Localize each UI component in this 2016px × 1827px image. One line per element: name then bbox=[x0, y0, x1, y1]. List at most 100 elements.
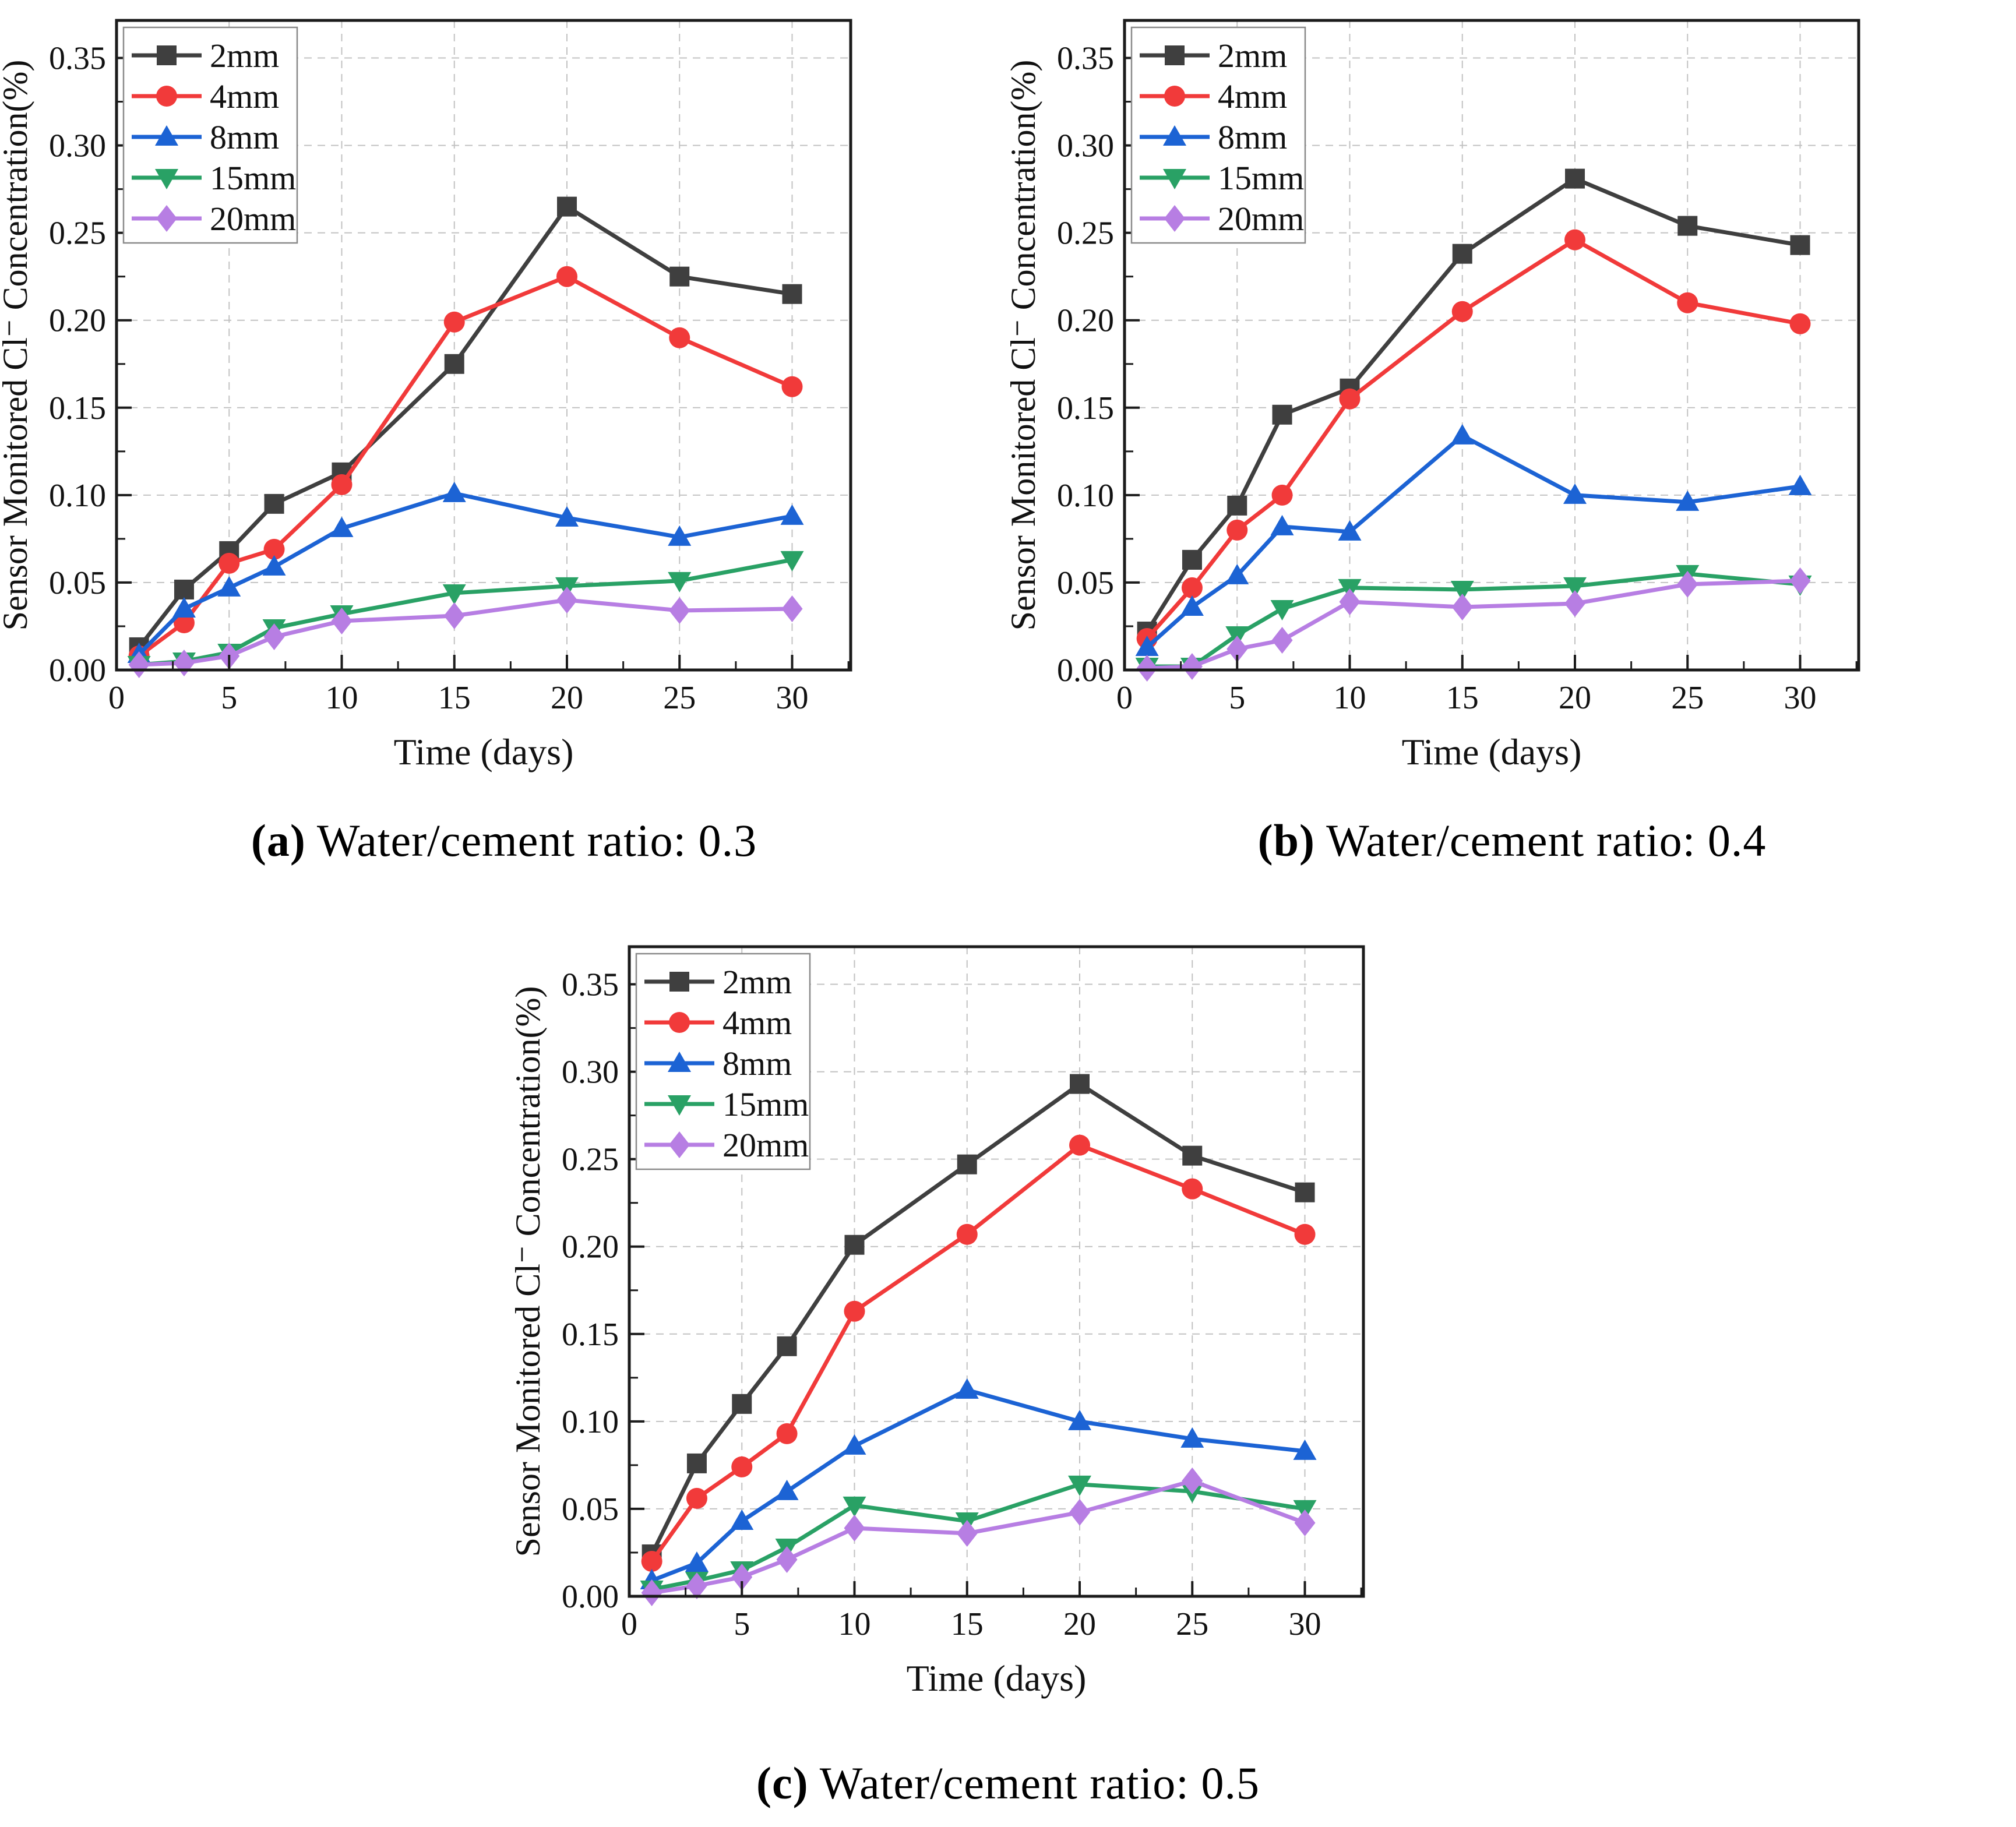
x-axis-label: Time (days) bbox=[1402, 731, 1582, 773]
series-8mm-line bbox=[137, 491, 795, 657]
series-20mm-marker bbox=[1069, 1498, 1091, 1526]
series-8mm-marker bbox=[1068, 1409, 1092, 1430]
legend-marker-square bbox=[1165, 45, 1185, 65]
legend-item-20mm: 20mm bbox=[644, 1126, 809, 1164]
series-8mm-marker bbox=[1225, 563, 1249, 584]
series-8mm-line bbox=[1145, 433, 1803, 650]
series-4mm-marker bbox=[218, 552, 240, 574]
series-20mm-marker bbox=[263, 623, 285, 650]
chart-c-line-plot: 0 5 10 15 20 25 30 0.00 0.05 0.10 0.15 0.20 0.25 0.30… bbox=[509, 945, 1365, 1699]
legend-marker-square bbox=[157, 45, 177, 65]
series-4mm-marker bbox=[1271, 484, 1293, 506]
series-2mm-marker bbox=[557, 196, 577, 217]
legend-item-15mm: 15mm bbox=[132, 159, 296, 197]
series-20mm-marker bbox=[443, 602, 465, 629]
x-tick-label: 15 bbox=[951, 1606, 984, 1642]
series-2mm-marker bbox=[957, 1154, 977, 1174]
x-tick-label: 5 bbox=[1229, 680, 1245, 716]
series-2mm-marker bbox=[686, 1453, 707, 1473]
series-2mm-marker bbox=[669, 266, 690, 287]
legend-label: 2mm bbox=[1218, 37, 1287, 75]
series-20mm-marker bbox=[1451, 593, 1473, 620]
y-tick-label: 0.30 bbox=[49, 128, 106, 164]
axis-ticks bbox=[1123, 57, 1858, 671]
series-8mm-marker bbox=[442, 481, 466, 502]
series-20mm-marker bbox=[1226, 635, 1248, 662]
legend-item-15mm: 15mm bbox=[644, 1085, 809, 1123]
legend-label: 8mm bbox=[1218, 118, 1287, 156]
x-tick-label: 5 bbox=[734, 1606, 750, 1642]
x-tick-label: 20 bbox=[1559, 680, 1591, 716]
series-4mm-marker bbox=[731, 1456, 753, 1477]
x-tick-label: 20 bbox=[1063, 1606, 1096, 1642]
series-20mm-marker bbox=[956, 1519, 978, 1547]
x-tick-label: 25 bbox=[663, 680, 696, 716]
series-8mm-marker bbox=[780, 504, 804, 525]
series-2mm-marker bbox=[1182, 549, 1202, 570]
series-20mm-marker bbox=[331, 607, 353, 634]
series-2mm-marker bbox=[1227, 495, 1247, 516]
legend-item-15mm: 15mm bbox=[1140, 159, 1304, 197]
legend-marker-square bbox=[669, 972, 689, 992]
legend-label: 8mm bbox=[722, 1045, 792, 1082]
series-8mm-marker bbox=[1180, 595, 1204, 616]
series-8mm-marker bbox=[330, 516, 354, 537]
caption-b-label: (b) bbox=[1257, 815, 1315, 866]
caption-a-text: Water/cement ratio: 0.3 bbox=[305, 815, 757, 866]
legend-label: 15mm bbox=[1218, 159, 1304, 197]
x-tick-label: 30 bbox=[1784, 680, 1817, 716]
legend-marker-triangle-up bbox=[1163, 125, 1186, 146]
series-2mm-marker bbox=[1272, 404, 1292, 425]
series-2mm-marker bbox=[264, 493, 284, 514]
series-4mm-marker bbox=[1069, 1134, 1091, 1156]
series-15mm-marker bbox=[843, 1496, 866, 1517]
legend-label: 15mm bbox=[722, 1085, 809, 1123]
x-axis-label: Time (days) bbox=[907, 1657, 1087, 1699]
figure-panel-c: 0 5 10 15 20 25 30 0.00 0.05 0.10 0.15 0.20 0.25 0.30… bbox=[509, 926, 1521, 1701]
y-tick-label: 0.05 bbox=[562, 1491, 619, 1528]
series-4mm-marker bbox=[1182, 1178, 1203, 1200]
series-4mm-marker bbox=[263, 538, 285, 560]
legend-label: 20mm bbox=[1218, 200, 1304, 238]
series-4mm bbox=[641, 1134, 1316, 1572]
series-2mm-marker bbox=[782, 284, 802, 304]
legend-marker-circle bbox=[156, 86, 177, 107]
legend-label: 20mm bbox=[210, 200, 296, 238]
series-15mm-marker bbox=[1563, 577, 1587, 598]
series-8mm-marker bbox=[1293, 1439, 1317, 1460]
series-20mm-marker bbox=[776, 1546, 798, 1573]
series-20mm bbox=[641, 1467, 1316, 1606]
series-15mm-marker bbox=[1068, 1475, 1092, 1496]
tick-labels: 0 5 10 15 20 25 30 0.00 0.05 0.10 0.15 0.20 0.25 0.30… bbox=[1057, 41, 1817, 716]
series-8mm-marker bbox=[775, 1479, 799, 1500]
series-2mm-line bbox=[137, 204, 795, 650]
y-tick-label: 0.30 bbox=[1057, 128, 1114, 164]
series-8mm bbox=[640, 1378, 1317, 1589]
series-2mm-marker bbox=[1182, 1145, 1203, 1166]
series-8mm-marker bbox=[1135, 635, 1159, 656]
series-8mm-marker bbox=[955, 1378, 979, 1399]
x-axis-label: Time (days) bbox=[394, 731, 574, 773]
y-tick-label: 0.10 bbox=[1057, 478, 1114, 514]
x-tick-label: 0 bbox=[108, 680, 125, 716]
series-4mm-marker bbox=[1294, 1223, 1316, 1245]
caption-b: (b) Water/cement ratio: 0.4 bbox=[1008, 814, 2016, 867]
series-8mm-marker bbox=[685, 1551, 709, 1572]
y-tick-label: 0.20 bbox=[49, 303, 106, 339]
y-axis-label: Sensor Monitored Cl⁻ Concentration(%) bbox=[1008, 60, 1042, 631]
series-2mm-marker bbox=[777, 1336, 797, 1356]
y-tick-label: 0.15 bbox=[562, 1317, 619, 1353]
legend-marker-diamond bbox=[669, 1131, 690, 1158]
legend-item-8mm: 8mm bbox=[132, 118, 279, 156]
series-4mm-marker bbox=[776, 1423, 798, 1444]
series-4mm-marker bbox=[1564, 229, 1586, 251]
plot-frame bbox=[115, 19, 852, 672]
y-tick-label: 0.05 bbox=[1057, 565, 1114, 601]
series-8mm-marker bbox=[555, 506, 579, 527]
series-20mm-marker bbox=[844, 1514, 865, 1542]
series-20mm-marker bbox=[1136, 654, 1158, 682]
series-4mm-marker bbox=[1226, 519, 1248, 541]
y-tick-label: 0.00 bbox=[562, 1579, 619, 1615]
